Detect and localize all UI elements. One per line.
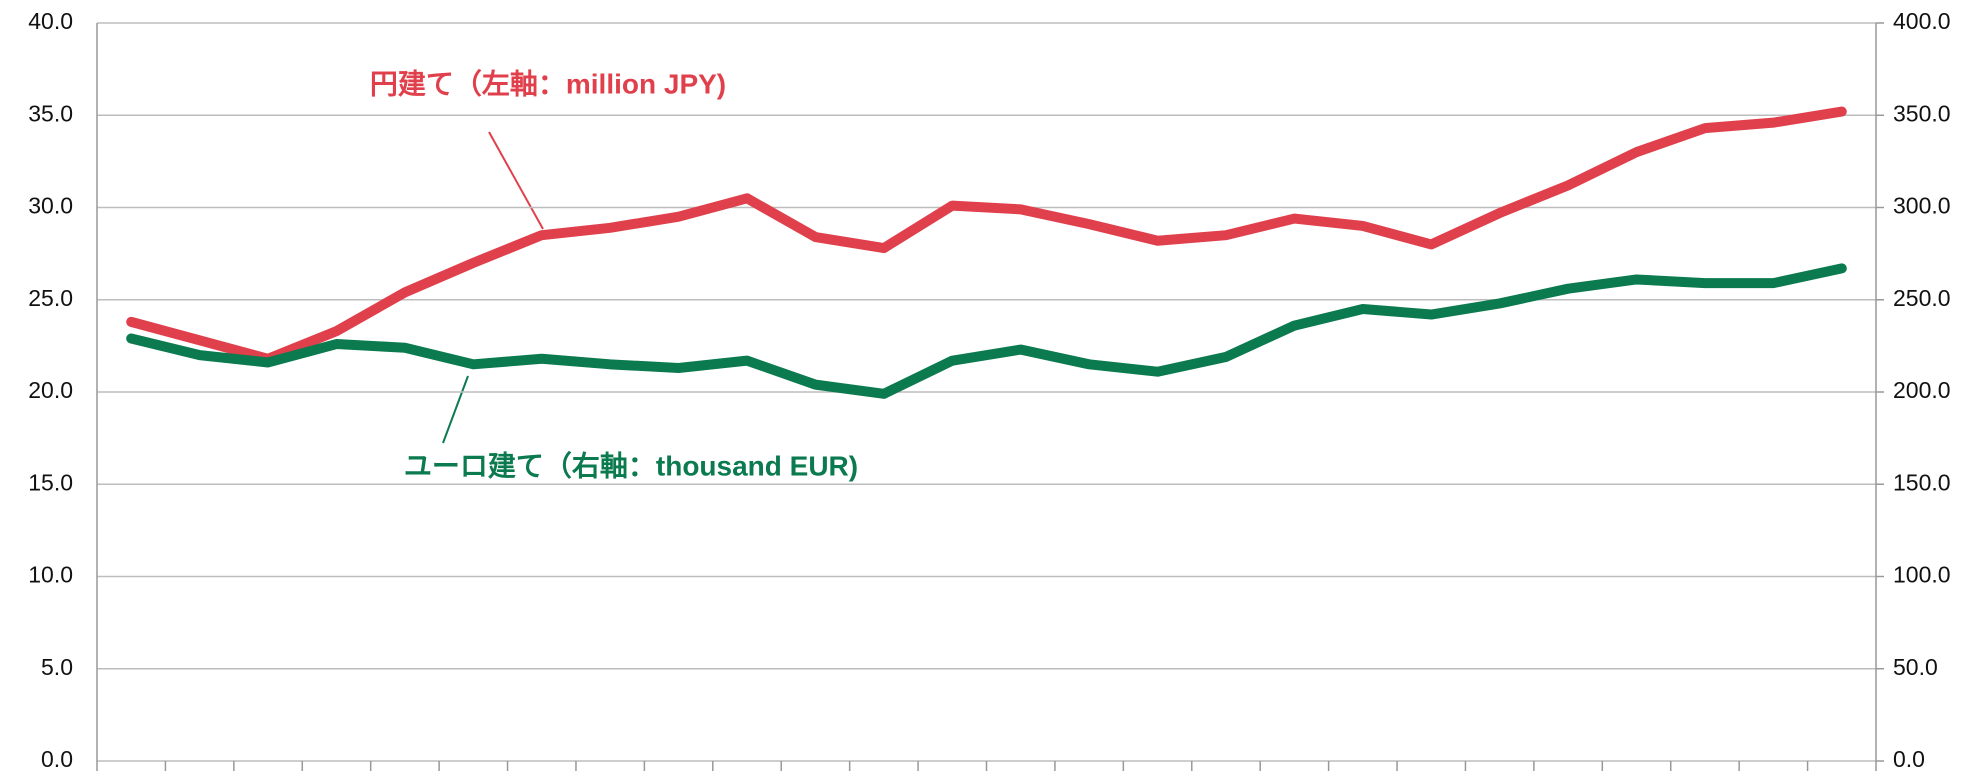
- y2-tick-label: 250.0: [1893, 285, 1951, 311]
- y-tick-label: 10.0: [28, 562, 73, 588]
- y2-tick-label: 400.0: [1893, 8, 1951, 34]
- series-line: [126, 263, 1847, 399]
- y2-tick-label: 0.0: [1893, 746, 1925, 771]
- y2-tick-label: 150.0: [1893, 469, 1951, 495]
- y-tick-label: 35.0: [28, 100, 73, 126]
- y2-tick-label: 100.0: [1893, 562, 1951, 588]
- y2-tick-label: 200.0: [1893, 377, 1951, 403]
- y-tick-label: 25.0: [28, 285, 73, 311]
- series-label: ユーロ建て（右軸：thousand EUR): [404, 449, 858, 481]
- y2-tick-label: 350.0: [1893, 100, 1951, 126]
- y-tick-label: 40.0: [28, 8, 73, 34]
- leader-line: [442, 375, 469, 444]
- y-tick-label: 15.0: [28, 469, 73, 495]
- y-tick-label: 0.0: [41, 746, 73, 771]
- series-line: [126, 106, 1847, 364]
- series-label: 円建て（左軸：million JPY): [370, 67, 726, 99]
- y-tick-label: 5.0: [41, 654, 73, 680]
- y-tick-label: 30.0: [28, 193, 73, 219]
- y-tick-label: 20.0: [28, 377, 73, 403]
- y2-tick-label: 300.0: [1893, 193, 1951, 219]
- leader-line: [488, 131, 544, 230]
- y2-tick-label: 50.0: [1893, 654, 1938, 680]
